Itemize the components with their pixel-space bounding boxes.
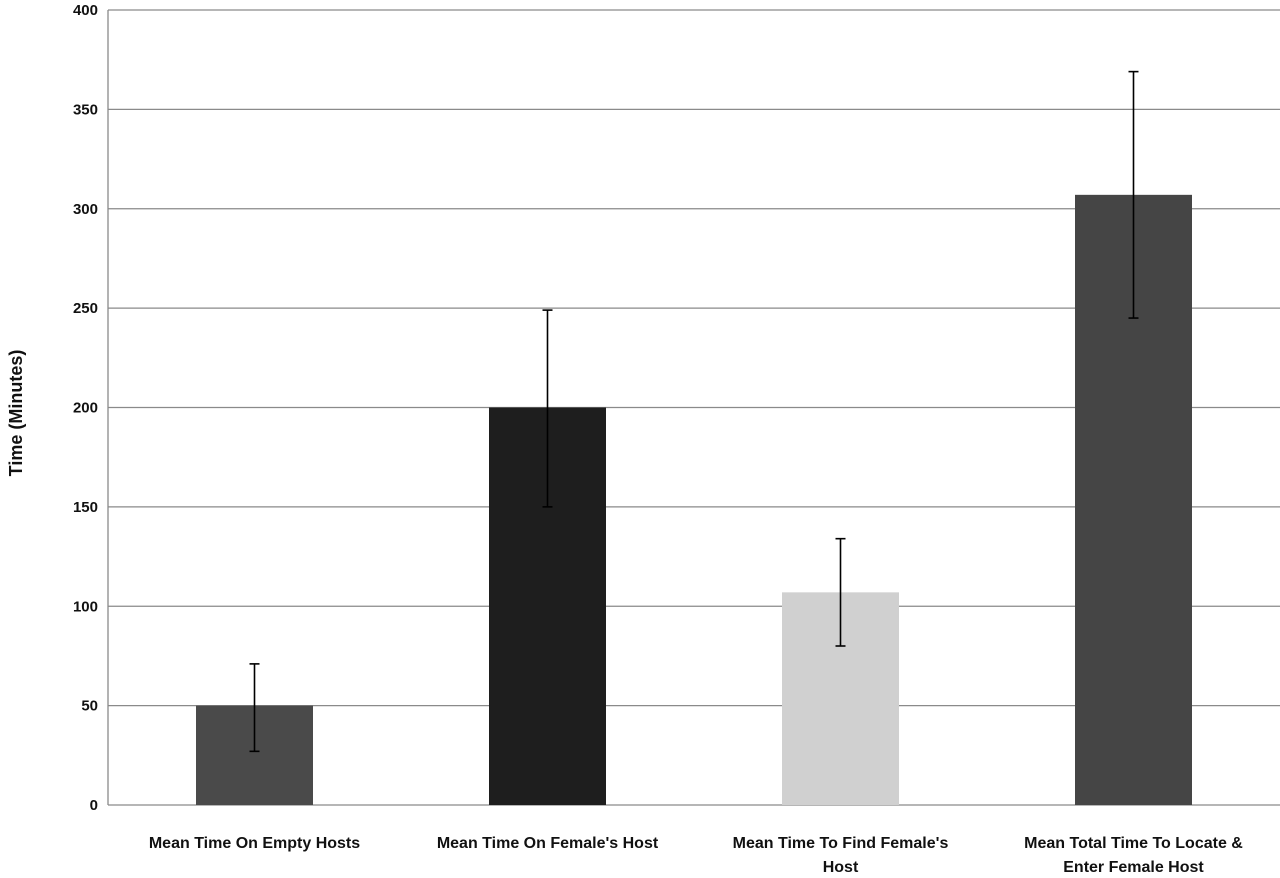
error-bar-3 bbox=[835, 537, 846, 647]
y-tick-150: 150 bbox=[73, 499, 98, 516]
category-label-4-line-1: Mean Total Time To Locate & bbox=[1024, 835, 1243, 852]
category-label-2: Mean Time On Female's Host bbox=[437, 835, 659, 852]
y-tick-100: 100 bbox=[73, 598, 98, 615]
bars bbox=[196, 194, 1192, 805]
y-tick-0: 0 bbox=[90, 797, 98, 814]
category-label-1: Mean Time On Empty Hosts bbox=[149, 835, 360, 852]
error-bar-2 bbox=[542, 309, 553, 508]
y-tick-400: 400 bbox=[73, 2, 98, 19]
y-tick-50: 50 bbox=[81, 698, 98, 715]
category-label-3-line-1: Mean Time To Find Female's bbox=[733, 835, 949, 852]
category-labels: Mean Time On Empty Hosts Mean Time On Fem… bbox=[149, 835, 1243, 876]
y-tick-350: 350 bbox=[73, 101, 98, 118]
category-label-3-line-2: Host bbox=[823, 859, 859, 876]
y-tick-labels: 0 50 100 150 200 250 300 350 400 bbox=[73, 2, 98, 814]
y-tick-200: 200 bbox=[73, 400, 98, 417]
category-label-4-line-2: Enter Female Host bbox=[1063, 859, 1204, 876]
error-bar-1 bbox=[249, 663, 260, 753]
error-bars bbox=[249, 70, 1139, 753]
y-tick-250: 250 bbox=[73, 300, 98, 317]
y-axis-label: Time (Minutes) bbox=[6, 350, 26, 477]
error-bar-4 bbox=[1128, 70, 1139, 319]
y-tick-300: 300 bbox=[73, 201, 98, 218]
